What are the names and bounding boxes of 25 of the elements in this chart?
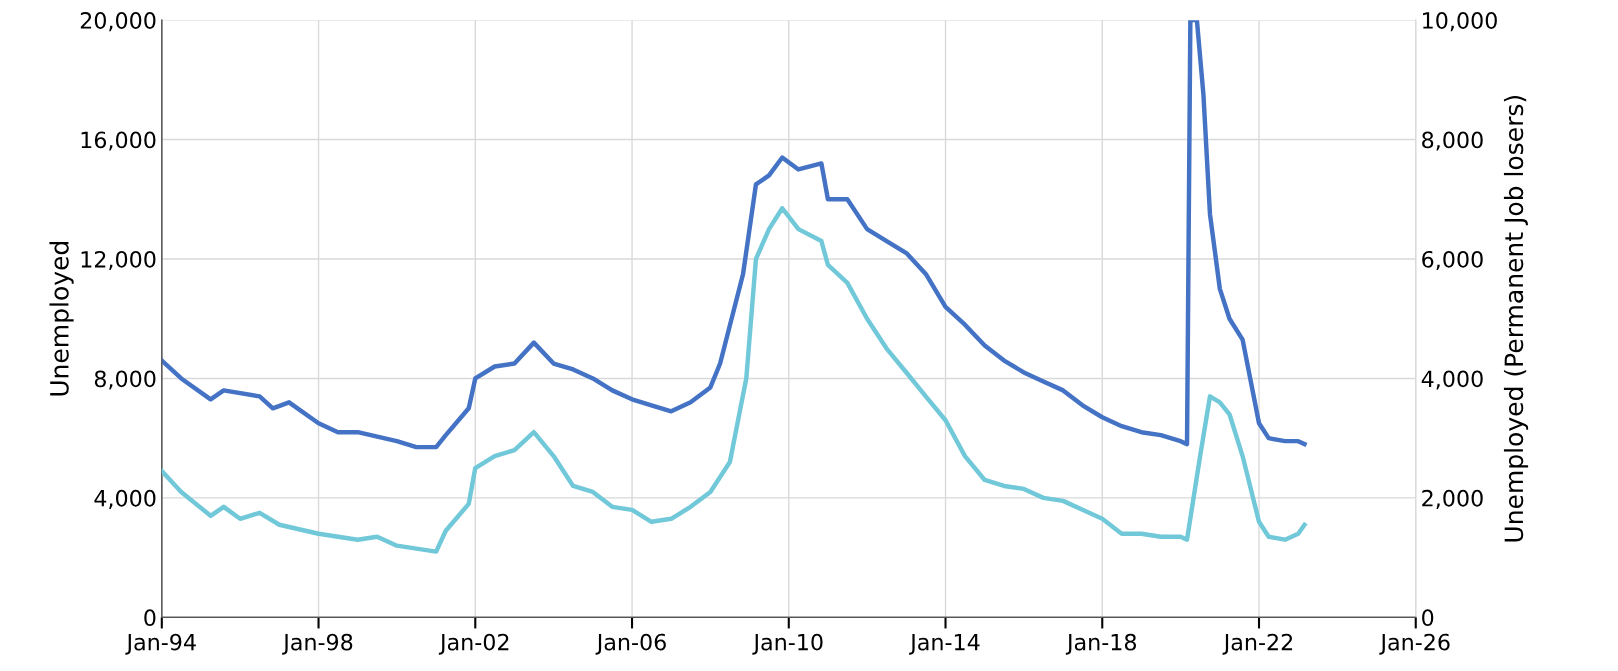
y-tick-label: 0: [144, 609, 156, 627]
y2-tick-label: 6,000: [1422, 250, 1483, 271]
y-tick-label: 12,000: [81, 250, 156, 271]
x-tick-label: Jan-02: [438, 633, 509, 655]
x-tick-label: Jan-06: [595, 633, 666, 655]
line-series: [161, 206, 1307, 554]
y-tick-label: 20,000: [80, 12, 156, 32]
y-tick-label: 8,000: [94, 370, 156, 390]
x-tick-label: Jan-98: [282, 633, 353, 655]
x-tick-label: Jan-26: [1379, 633, 1450, 655]
y2-tick-label: 8,000: [1422, 131, 1483, 151]
y2-tick-label: 2,000: [1422, 489, 1483, 509]
x-tick-label: Jan-94: [125, 633, 196, 655]
y-axis-title: Unemployed: [49, 241, 74, 396]
line-series: [161, 20, 1307, 450]
y-tick-label: 16,000: [81, 131, 156, 151]
x-tick-label: Jan-22: [1222, 633, 1293, 655]
y2-axis-title: Unemployed (Permanent Job losers): [1503, 95, 1529, 542]
x-tick-label: Jan-10: [752, 633, 823, 655]
x-tick-label: Jan-14: [909, 633, 980, 655]
y2-tick-label: 10,000: [1423, 12, 1497, 32]
x-tick-label: Jan-18: [1065, 633, 1137, 655]
y-tick-label: 4,000: [94, 489, 156, 509]
y2-tick-label: 0: [1422, 609, 1434, 627]
y2-tick-label: 4,000: [1421, 370, 1483, 390]
